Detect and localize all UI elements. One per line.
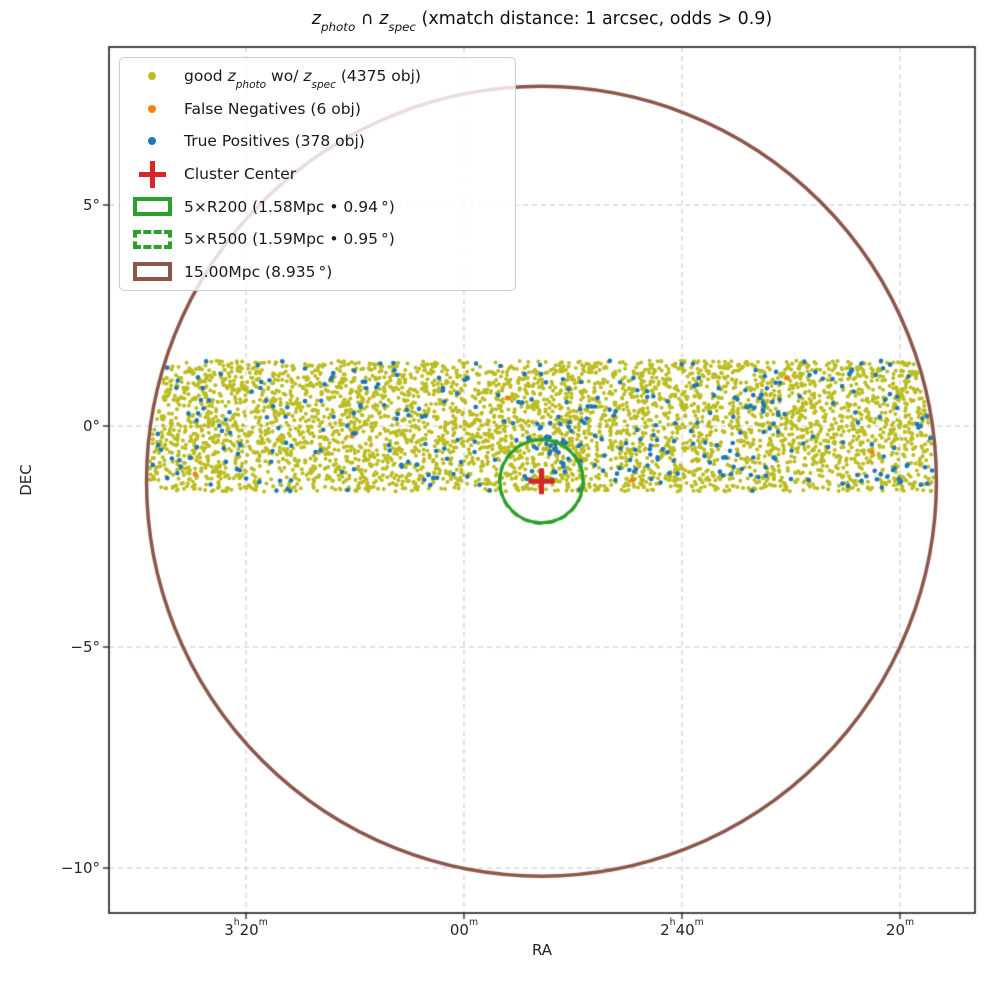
x-tick-label-2: 2h40m	[660, 916, 704, 939]
y-tick-label-2: −5°	[70, 638, 100, 657]
legend-dot-marker	[148, 137, 156, 146]
legend-item-5: 5×R500 (1.59Mpc • 0.95 °)	[120, 223, 515, 256]
legend-label-1: False Negatives (6 obj)	[184, 99, 361, 118]
legend-label-6: 15.00Mpc (8.935 °)	[184, 262, 333, 281]
legend-label-0: good zphoto wo/ zspec (4375 obj)	[184, 67, 421, 91]
cluster-center-plus-icon	[138, 160, 166, 188]
legend-circle-patch	[132, 197, 172, 217]
legend-item-2: True Positives (378 obj)	[120, 125, 515, 158]
x-tick-label-3: 20m	[885, 916, 915, 939]
legend-circle-patch	[132, 229, 172, 249]
x-axis-label: RA	[531, 941, 553, 959]
legend-label-2: True Positives (378 obj)	[184, 132, 365, 151]
legend-item-0: good zphoto wo/ zspec (4375 obj)	[120, 60, 515, 93]
legend-item-1: False Negatives (6 obj)	[120, 93, 515, 126]
y-tick-label-3: −10°	[60, 859, 100, 878]
legend-item-6: 15.00Mpc (8.935 °)	[120, 255, 515, 288]
legend-dot-marker	[148, 104, 156, 113]
x-tick-label-1: 00m	[449, 916, 479, 939]
legend-label-5: 5×R500 (1.59Mpc • 0.95 °)	[184, 230, 395, 249]
legend-circle-patch	[132, 262, 172, 282]
legend: good zphoto wo/ zspec (4375 obj) False Ne…	[119, 57, 516, 291]
legend-label-4: 5×R200 (1.58Mpc • 0.94 °)	[184, 197, 395, 216]
chart-title: zphoto ∩ zspec (xmatch distance: 1 arcse…	[311, 9, 773, 35]
x-tick-label-0: 3h20m	[224, 916, 268, 939]
legend-label-3: Cluster Center	[184, 165, 297, 183]
y-axis-label: DEC	[17, 464, 35, 496]
y-tick-label-0: 5°	[82, 196, 100, 215]
y-tick-label-1: 0°	[82, 417, 100, 436]
legend-item-4: 5×R200 (1.58Mpc • 0.94 °)	[120, 190, 515, 223]
legend-item-3: Cluster Center	[120, 158, 515, 191]
legend-dot-marker	[148, 72, 156, 81]
